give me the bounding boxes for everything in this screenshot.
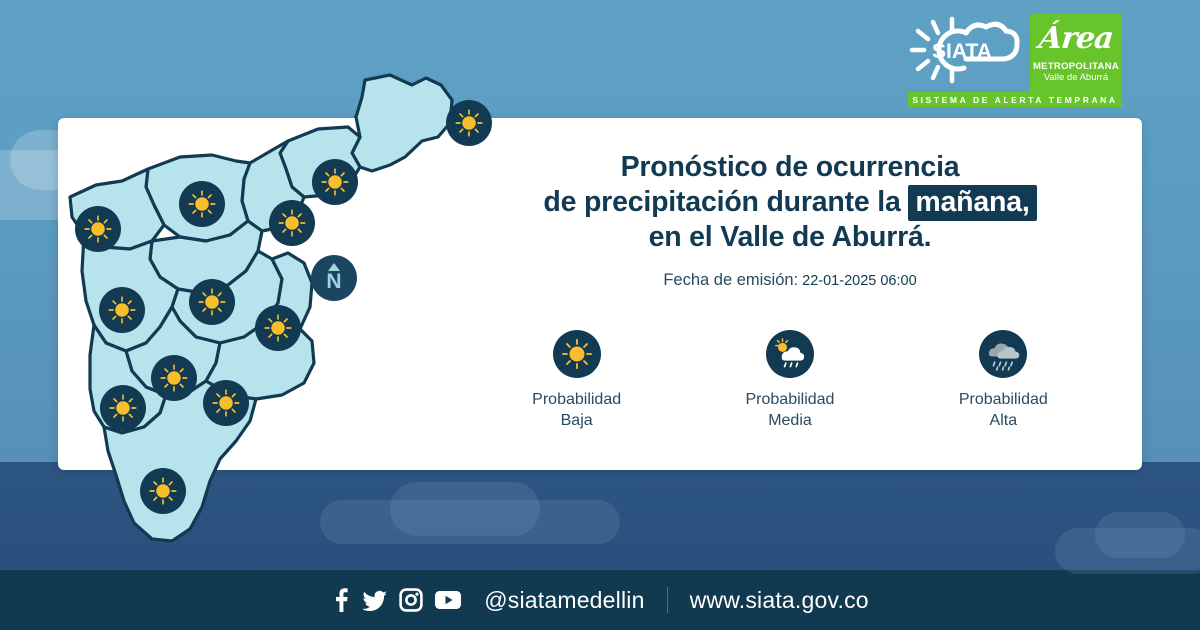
- instagram-icon[interactable]: [399, 588, 423, 612]
- marker-girardota[interactable]: [312, 159, 358, 205]
- probability-legend: Probabilidad Baja Probabilidad Media: [470, 330, 1110, 431]
- youtube-icon[interactable]: [434, 589, 462, 611]
- sun-cloud-rain-icon: [766, 330, 814, 378]
- area-logo-line2: Valle de Aburrá: [1043, 72, 1109, 83]
- marker-envigado[interactable]: [255, 305, 301, 351]
- region-barbosa: [350, 73, 454, 173]
- legend-item-medium: Probabilidad Media: [707, 330, 872, 431]
- marker-sabaneta[interactable]: [203, 380, 249, 426]
- marker-barbosa[interactable]: [446, 100, 492, 146]
- legend-label-line2: Baja: [560, 412, 593, 429]
- website-link[interactable]: www.siata.gov.co: [689, 586, 869, 613]
- marker-medellin[interactable]: [189, 279, 235, 325]
- legend-icon-circle-low: [552, 330, 601, 378]
- headline-line-2-text: de precipitación durante la: [543, 186, 901, 218]
- sun-icon: [446, 100, 492, 146]
- legend-item-high: Probabilidad Alta: [921, 330, 1086, 431]
- rain-cloud-icon: [979, 330, 1027, 378]
- sun-icon: [151, 355, 197, 401]
- compass-rose: N: [311, 255, 357, 301]
- sun-icon: [189, 279, 235, 325]
- legend-label-high: Probabilidad Alta: [959, 389, 1048, 431]
- legend-label-medium: Probabilidad Media: [746, 389, 835, 431]
- siata-wordmark: SIATA: [932, 40, 992, 63]
- area-metropolitana-logo: Área METROPOLITANA Valle de Aburrá: [1030, 14, 1122, 94]
- tagline-text: SISTEMA DE ALERTA TEMPRANA: [912, 94, 1118, 105]
- headline-line-2: de precipitación durante la mañana,: [470, 185, 1110, 221]
- footer: @siatamedellin www.siata.gov.co: [0, 570, 1200, 630]
- legend-label-line1: Probabilidad: [532, 391, 622, 408]
- compass-north-arrow-icon: [328, 263, 340, 271]
- sun-icon: [553, 330, 601, 378]
- legend-label-line1: Probabilidad: [745, 391, 835, 408]
- marker-caldas[interactable]: [100, 385, 146, 431]
- marker-copacabana[interactable]: [269, 200, 315, 246]
- logo-group: SIATA Área METROPOLITANA Valle de Aburrá: [902, 14, 1122, 94]
- emission-row: Fecha de emisión: 22-01-2025 06:00: [470, 271, 1110, 290]
- headline-line-1: Pronóstico de ocurrencia: [620, 151, 960, 183]
- tagline-strip: SISTEMA DE ALERTA TEMPRANA: [908, 92, 1122, 107]
- marker-bello[interactable]: [179, 181, 225, 227]
- marker-san-pedro[interactable]: [75, 206, 121, 252]
- footer-divider: [666, 587, 668, 613]
- decorative-cloud-right: [1055, 528, 1200, 574]
- sun-icon: [179, 181, 225, 227]
- footer-background: [0, 570, 1200, 630]
- headline-highlight: mañana,: [908, 185, 1037, 221]
- legend-label-line1: Probabilidad: [958, 391, 1048, 408]
- twitter-icon[interactable]: [362, 587, 388, 613]
- legend-item-low: Probabilidad Baja: [494, 330, 659, 431]
- facebook-icon[interactable]: [331, 587, 351, 613]
- emission-label: Fecha de emisión:: [663, 271, 799, 289]
- emission-value: 22-01-2025 06:00: [802, 273, 917, 289]
- marker-la-estrella[interactable]: [151, 355, 197, 401]
- social-handle[interactable]: @siatamedellin: [484, 586, 645, 613]
- compass-north-label: N: [326, 269, 342, 293]
- legend-label-low: Probabilidad Baja: [532, 389, 621, 431]
- valle-de-aburra-map: N: [60, 45, 492, 565]
- legend-label-line2: Media: [768, 412, 812, 429]
- sun-icon: [140, 468, 186, 514]
- area-logo-script: Área: [1037, 21, 1115, 56]
- area-logo-line1: METROPOLITANA: [1032, 61, 1120, 72]
- headline-block: Pronóstico de ocurrencia de precipitació…: [470, 150, 1110, 290]
- legend-label-line2: Alta: [989, 412, 1018, 429]
- social-icon-group: [331, 587, 462, 613]
- sun-icon: [312, 159, 358, 205]
- headline-line-3: en el Valle de Aburrá.: [648, 221, 932, 253]
- sun-icon: [203, 380, 249, 426]
- decorative-cloud-bottom-2: [390, 482, 540, 536]
- marker-south-valley[interactable]: [140, 468, 186, 514]
- sun-icon: [100, 385, 146, 431]
- siata-sun-cloud-logo: SIATA: [902, 14, 1022, 86]
- legend-icon-circle-high: [979, 330, 1028, 378]
- decorative-cloud-right-2: [1095, 512, 1185, 558]
- page-title: Pronóstico de ocurrencia de precipitació…: [470, 150, 1110, 255]
- sun-icon: [255, 305, 301, 351]
- legend-icon-circle-medium: [765, 330, 814, 378]
- sun-icon: [269, 200, 315, 246]
- sun-icon: [75, 206, 121, 252]
- decorative-cloud-bottom: [320, 500, 620, 544]
- sun-icon: [99, 287, 145, 333]
- marker-itagui[interactable]: [99, 287, 145, 333]
